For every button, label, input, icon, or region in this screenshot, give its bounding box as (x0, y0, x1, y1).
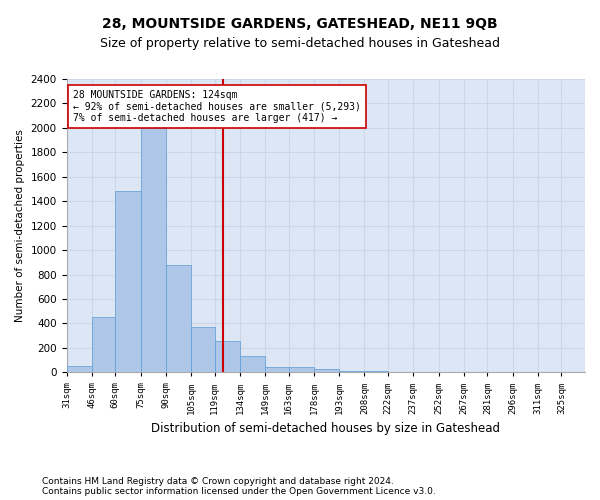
Bar (215, 341, 240, 372)
Bar (364, 371, 388, 372)
Text: Contains public sector information licensed under the Open Government Licence v3: Contains public sector information licen… (42, 488, 436, 496)
Bar (67, 366, 92, 372)
Text: Contains HM Land Registry data © Crown copyright and database right 2024.: Contains HM Land Registry data © Crown c… (42, 478, 394, 486)
Bar (92, 318, 115, 372)
Bar (240, 356, 265, 372)
X-axis label: Distribution of semi-detached houses by size in Gateshead: Distribution of semi-detached houses by … (151, 422, 500, 435)
Bar (191, 326, 215, 372)
Bar (265, 368, 289, 372)
Bar (314, 370, 339, 372)
Bar (140, 128, 166, 372)
Text: 28, MOUNTSIDE GARDENS, GATESHEAD, NE11 9QB: 28, MOUNTSIDE GARDENS, GATESHEAD, NE11 9… (102, 18, 498, 32)
Bar (115, 192, 140, 372)
Text: 28 MOUNTSIDE GARDENS: 124sqm
← 92% of semi-detached houses are smaller (5,293)
7: 28 MOUNTSIDE GARDENS: 124sqm ← 92% of se… (73, 90, 361, 123)
Text: Size of property relative to semi-detached houses in Gateshead: Size of property relative to semi-detach… (100, 38, 500, 51)
Bar (289, 368, 314, 372)
Bar (166, 265, 191, 372)
Y-axis label: Number of semi-detached properties: Number of semi-detached properties (15, 130, 25, 322)
Bar (339, 370, 364, 372)
